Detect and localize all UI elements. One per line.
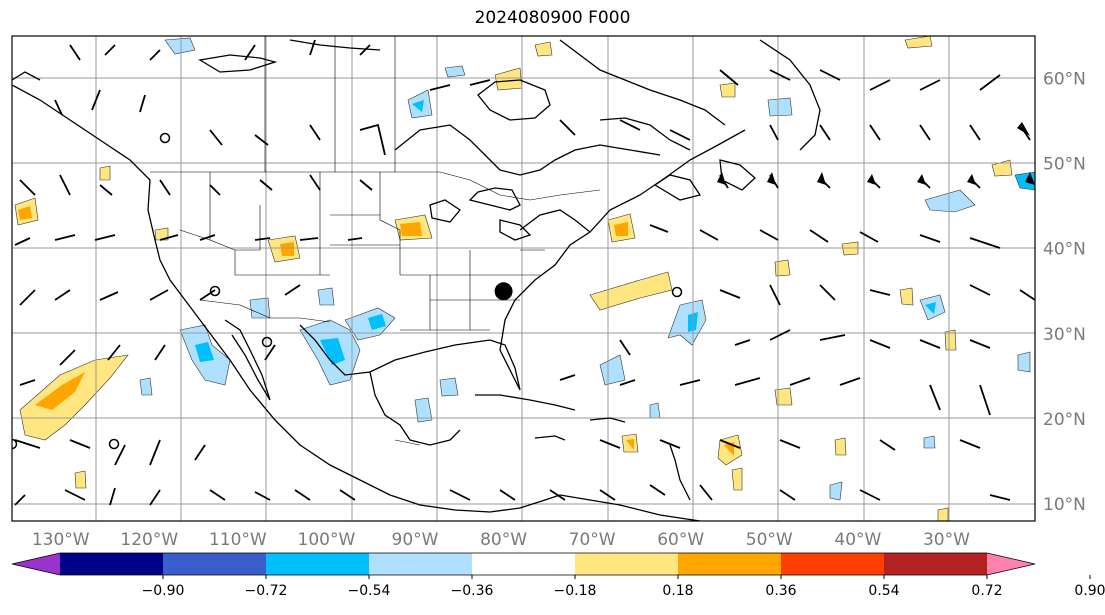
longitude-label: 100°W bbox=[298, 530, 356, 550]
latitude-labels: 60°N 50°N 40°N 30°N 20°N 10°N bbox=[1043, 70, 1086, 515]
longitude-label: 60°W bbox=[657, 530, 704, 550]
longitude-label: 80°W bbox=[480, 530, 527, 550]
coastlines bbox=[12, 39, 821, 521]
latitude-label: 20°N bbox=[1043, 410, 1086, 430]
colorbar-tick-label: −0.36 bbox=[451, 583, 494, 599]
map-border bbox=[11, 35, 1036, 522]
colorbar-segment bbox=[884, 553, 988, 575]
wind-barb-flags bbox=[717, 122, 1035, 185]
longitude-label: 30°W bbox=[923, 530, 970, 550]
latitude-label: 60°N bbox=[1043, 70, 1086, 90]
colorbar-tick-label: −0.72 bbox=[245, 583, 288, 599]
longitude-label: 70°W bbox=[569, 530, 616, 550]
colorbar-segment bbox=[266, 553, 370, 575]
positive-anomaly-patches bbox=[14, 36, 1013, 521]
map-title: 2024080900 F000 bbox=[474, 8, 631, 28]
colorbar-segment bbox=[575, 553, 679, 575]
location-marker bbox=[494, 282, 513, 301]
longitude-label: 110°W bbox=[209, 530, 267, 550]
negative-anomaly-patches bbox=[139, 37, 1035, 501]
longitude-label: 40°W bbox=[834, 530, 881, 550]
colorbar-segment bbox=[472, 553, 576, 575]
colorbar-tick-label: −0.90 bbox=[142, 583, 185, 599]
colorbar-tick-label: 0.18 bbox=[662, 583, 693, 599]
colorbar-tick-label: −0.54 bbox=[348, 583, 391, 599]
colorbar-tick-label: 0.36 bbox=[765, 583, 796, 599]
colorbar-segment bbox=[163, 553, 267, 575]
longitude-label: 130°W bbox=[32, 530, 90, 550]
colorbar-segment bbox=[60, 553, 164, 575]
longitude-labels: 130°W 120°W 110°W 100°W 90°W 80°W 70°W 60°W 50°W… bbox=[32, 530, 970, 550]
gridlines bbox=[12, 36, 1035, 521]
colorbar-segment bbox=[781, 553, 885, 575]
longitude-label: 50°W bbox=[746, 530, 793, 550]
latitude-label: 30°N bbox=[1043, 325, 1086, 345]
colorbar-segment bbox=[369, 553, 473, 575]
latitude-label: 40°N bbox=[1043, 240, 1086, 260]
colorbar-extend-low bbox=[12, 553, 60, 575]
colorbar-segment bbox=[678, 553, 782, 575]
colorbar-tick-label: 0.54 bbox=[868, 583, 899, 599]
calm-circles bbox=[12, 132, 683, 450]
colorbar-tick-label: 0.72 bbox=[971, 583, 1002, 599]
longitude-label: 90°W bbox=[392, 530, 439, 550]
latitude-label: 10°N bbox=[1043, 495, 1086, 515]
colorbar-tick-label: −0.18 bbox=[554, 583, 597, 599]
colorbar: −0.90 −0.72 −0.54 −0.36 −0.18 0.18 0.36 0.54 0.7… bbox=[11, 552, 1105, 599]
longitude-label: 120°W bbox=[120, 530, 178, 550]
colorbar-extend-high bbox=[987, 553, 1035, 575]
colorbar-tick-label: 0.90 bbox=[1074, 583, 1105, 599]
latitude-label: 50°N bbox=[1043, 155, 1086, 175]
colorbar-outline bbox=[11, 552, 1036, 576]
political-boundaries bbox=[150, 36, 601, 446]
map-panel bbox=[12, 36, 1035, 521]
